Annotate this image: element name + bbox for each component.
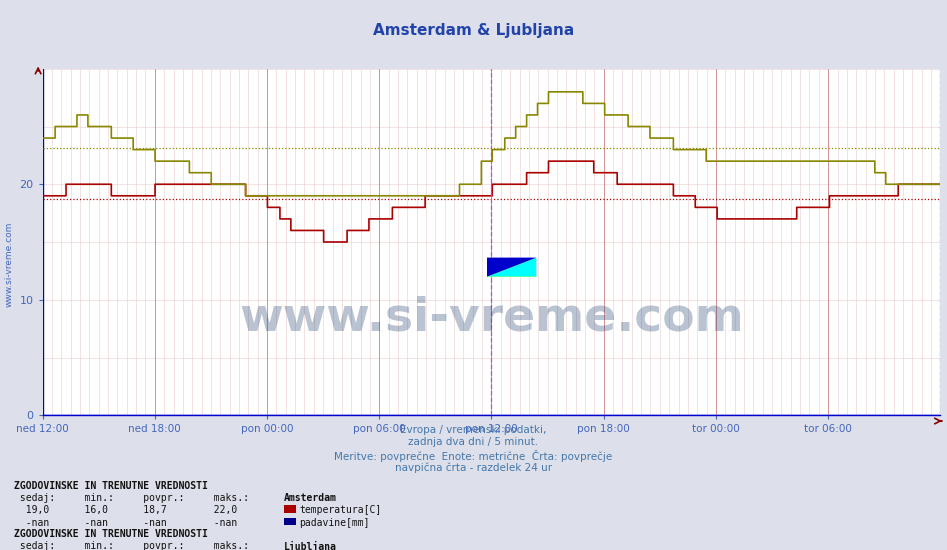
Bar <box>487 257 536 277</box>
Text: www.si-vreme.com: www.si-vreme.com <box>240 296 743 341</box>
Text: padavine[mm]: padavine[mm] <box>299 518 369 527</box>
Polygon shape <box>487 257 536 277</box>
Text: navpična črta - razdelek 24 ur: navpična črta - razdelek 24 ur <box>395 463 552 473</box>
Text: Meritve: povprečne  Enote: metrične  Črta: povprečje: Meritve: povprečne Enote: metrične Črta:… <box>334 450 613 462</box>
Text: 19,0      16,0      18,7        22,0: 19,0 16,0 18,7 22,0 <box>14 505 238 515</box>
Text: www.si-vreme.com: www.si-vreme.com <box>5 221 14 307</box>
Text: Amsterdam: Amsterdam <box>284 493 337 503</box>
Text: sedaj:     min.:     povpr.:     maks.:: sedaj: min.: povpr.: maks.: <box>14 541 249 550</box>
Polygon shape <box>487 257 536 277</box>
Text: sedaj:     min.:     povpr.:     maks.:: sedaj: min.: povpr.: maks.: <box>14 493 249 503</box>
Text: zadnja dva dni / 5 minut.: zadnja dva dni / 5 minut. <box>408 437 539 447</box>
Text: temperatura[C]: temperatura[C] <box>299 505 382 515</box>
Text: Evropa / vremenski podatki,: Evropa / vremenski podatki, <box>401 425 546 435</box>
Text: ZGODOVINSKE IN TRENUTNE VREDNOSTI: ZGODOVINSKE IN TRENUTNE VREDNOSTI <box>14 481 208 491</box>
Text: Amsterdam & Ljubljana: Amsterdam & Ljubljana <box>373 23 574 38</box>
Text: ZGODOVINSKE IN TRENUTNE VREDNOSTI: ZGODOVINSKE IN TRENUTNE VREDNOSTI <box>14 529 208 539</box>
Text: -nan      -nan      -nan        -nan: -nan -nan -nan -nan <box>14 518 238 527</box>
Text: Ljubljana: Ljubljana <box>284 541 337 550</box>
